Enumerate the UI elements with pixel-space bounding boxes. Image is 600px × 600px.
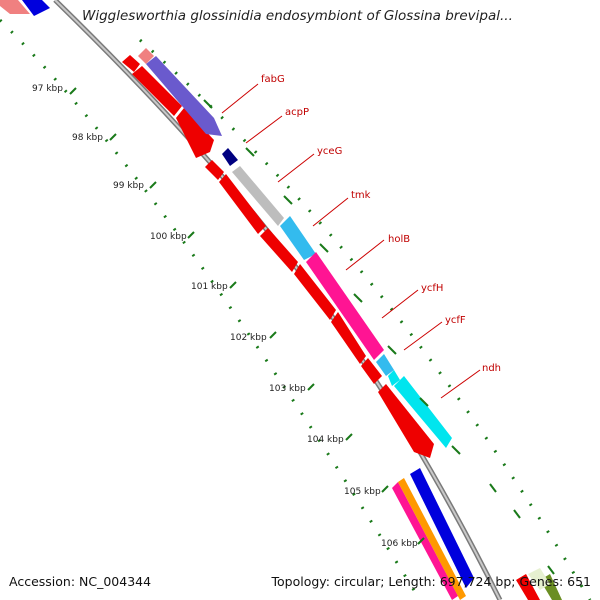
tick-106kbp: 106 kbp bbox=[381, 537, 425, 549]
tick-label-103: 103 kbp bbox=[269, 384, 306, 394]
cds-forward-ycfH bbox=[376, 354, 394, 376]
cds-reverse-3 bbox=[176, 108, 214, 158]
cds-reverse-4 bbox=[205, 160, 224, 180]
cds-forward-fabG bbox=[146, 56, 222, 136]
cds-forward-ndh bbox=[394, 376, 452, 448]
accession-text: Accession: NC_004344 bbox=[9, 574, 152, 589]
gene-label-tmk: tmk bbox=[312, 190, 371, 227]
cds-reverse-10 bbox=[378, 384, 434, 458]
gene-text-tmk: tmk bbox=[351, 190, 371, 201]
gene-text-yceG: yceG bbox=[317, 146, 342, 157]
cds-forward-yceG bbox=[232, 166, 284, 226]
tick-100kbp: 100 kbp bbox=[150, 231, 195, 242]
cds-forward-holB bbox=[306, 252, 384, 360]
tick-label-100: 100 kbp bbox=[150, 232, 187, 242]
tick-label-104: 104 kbp bbox=[307, 435, 344, 445]
tick-98kbp: 98 kbp bbox=[72, 133, 117, 143]
feature-pale-bottom bbox=[528, 568, 550, 590]
gene-label-ycfF: ycfF bbox=[403, 315, 466, 351]
gene-label-ycfH: ycfH bbox=[381, 283, 443, 319]
gene-text-holB: holB bbox=[388, 234, 410, 245]
outer-ring-dotted bbox=[138, 38, 592, 600]
tick-label-105: 105 kbp bbox=[344, 487, 381, 497]
map-title: Wigglesworthia glossinidia endosymbiont … bbox=[82, 8, 513, 24]
cds-forward-fabG-salmon bbox=[138, 48, 154, 64]
tick-102kbp: 102 kbp bbox=[230, 331, 277, 343]
outer-ring-ticks bbox=[203, 99, 555, 575]
topology-summary: Topology: circular; Length: 697,724 bp; … bbox=[271, 574, 592, 589]
cds-reverse-7 bbox=[294, 264, 336, 320]
tick-label-99: 99 kbp bbox=[113, 181, 144, 191]
cds-forward-ycfF bbox=[388, 370, 400, 386]
cds-reverse-5 bbox=[219, 174, 266, 234]
feature-orange-bottom bbox=[398, 478, 466, 600]
tick-label-97: 97 kbp bbox=[32, 84, 63, 94]
tick-101kbp: 101 kbp bbox=[191, 281, 237, 292]
gene-text-fabG: fabG bbox=[261, 74, 285, 85]
tick-label-106: 106 kbp bbox=[381, 539, 418, 549]
tick-label-102: 102 kbp bbox=[230, 333, 267, 343]
feature-red-bottom bbox=[516, 574, 540, 600]
cds-reverse-1 bbox=[122, 55, 140, 72]
gene-label-acpP: acpP bbox=[245, 107, 309, 144]
feature-pink-bottom bbox=[392, 482, 458, 600]
tick-103kbp: 103 kbp bbox=[269, 383, 315, 394]
gene-text-ycfF: ycfF bbox=[445, 315, 466, 326]
cds-reverse-8 bbox=[331, 312, 366, 364]
feature-blue-bottom bbox=[410, 468, 474, 588]
feature-salmon-topleft bbox=[0, 0, 30, 14]
gene-label-yceG: yceG bbox=[277, 146, 342, 183]
cds-reverse-6 bbox=[260, 228, 298, 272]
tick-97kbp: 97 kbp bbox=[32, 84, 77, 95]
tick-99kbp: 99 kbp bbox=[113, 181, 157, 191]
tick-105kbp: 105 kbp bbox=[344, 485, 389, 497]
tick-label-98: 98 kbp bbox=[72, 133, 103, 143]
cds-forward-acpP bbox=[222, 148, 238, 166]
gene-text-ycfH: ycfH bbox=[421, 283, 443, 294]
gene-label-ndh: ndh bbox=[440, 363, 501, 399]
cds-reverse-2 bbox=[132, 66, 182, 116]
cds-forward-tmk bbox=[280, 216, 316, 260]
cds-reverse-9 bbox=[361, 358, 382, 384]
gene-label-fabG: fabG bbox=[221, 74, 285, 114]
tick-104kbp: 104 kbp bbox=[307, 433, 353, 445]
tick-label-101: 101 kbp bbox=[191, 282, 228, 292]
gene-label-holB: holB bbox=[345, 234, 410, 271]
gene-text-ndh: ndh bbox=[482, 363, 501, 374]
gene-text-acpP: acpP bbox=[285, 107, 309, 118]
feature-blue-topleft bbox=[22, 0, 50, 16]
